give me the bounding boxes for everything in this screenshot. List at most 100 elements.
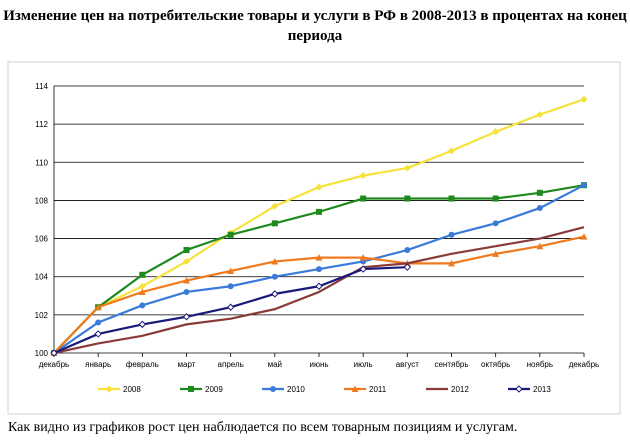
data-point [316,208,322,215]
data-point [492,128,500,136]
data-point [404,195,411,202]
y-tick-label: 108 [35,196,49,205]
data-point [448,195,455,202]
data-point [271,220,278,227]
data-point [227,283,234,290]
data-point [271,273,278,280]
x-tick-label: декабрь [569,360,599,369]
legend-label: 2009 [205,385,223,394]
data-point [95,319,102,326]
data-point [580,233,588,240]
data-point [316,266,322,273]
data-point [271,257,279,265]
x-tick-label: январь [85,360,111,369]
x-tick-label: август [396,360,420,369]
x-tick-label: апрель [218,360,244,369]
data-point [138,282,146,290]
data-point [581,182,587,189]
x-tick-label: май [268,360,282,369]
legend-item: 2013 [508,385,551,394]
data-point [359,254,367,261]
data-point [351,385,359,392]
chart-frame [7,61,621,415]
data-point [315,282,323,290]
legend-item: 2012 [426,385,469,394]
data-point [448,259,455,267]
data-point [536,242,544,250]
legend-item: 2010 [262,385,305,394]
data-point [138,288,146,295]
data-point [404,247,411,254]
data-point [448,231,455,238]
y-tick-label: 112 [35,120,48,129]
data-point [94,330,102,338]
data-point [183,277,190,284]
x-tick-label: сентябрь [434,360,468,369]
legend-label: 2010 [287,385,305,394]
legend-label: 2013 [533,385,551,394]
series-line [53,226,585,355]
legend-label: 2008 [123,385,141,394]
legend: 2008 2009 2010 2011 2012 2013 [98,385,551,394]
data-point [105,385,113,393]
data-point [448,147,455,155]
x-tick-label: июль [354,360,373,369]
data-point [227,231,234,238]
data-point [492,220,499,227]
data-point [315,183,323,191]
data-point [492,250,500,257]
data-point [271,202,279,210]
y-tick-label: 110 [35,158,48,167]
data-point [360,195,367,202]
data-point [183,257,190,265]
legend-item: 2011 [344,385,387,394]
series-2013 [50,263,412,357]
caption-text: Как видно из графиков рост цен наблюдает… [8,420,518,435]
data-point [188,386,194,392]
data-point [138,320,147,329]
x-tick-label: февраль [126,360,159,369]
legend-label: 2012 [451,385,469,394]
data-point [94,303,102,311]
x-tick-label: октябрь [481,360,510,369]
axes: 100 102 104 106 108 110 112 114 декабрь январь фев… [35,82,600,369]
series-line [53,235,585,354]
data-point [536,111,544,119]
data-point [139,302,146,309]
y-tick-label: 102 [35,311,49,320]
data-point [403,164,411,172]
data-point [536,189,543,196]
x-tick-label: июнь [309,360,328,369]
data-point [50,349,58,357]
data-point [359,265,367,273]
data-point [183,288,190,295]
page-title: Изменение цен на потребительские товары … [3,8,627,44]
data-point [492,195,499,202]
data-point [271,290,279,298]
data-point [182,313,191,321]
y-tick-label: 106 [35,235,49,244]
data-point [227,267,235,274]
y-tick-label: 100 [35,349,49,358]
data-point [226,303,235,311]
data-point [536,205,543,212]
series-2008 [50,95,588,357]
data-point [315,254,323,261]
y-tick-label: 104 [35,273,49,282]
legend-item: 2008 [98,385,141,394]
data-point [183,247,190,254]
series-layer [50,95,588,357]
data-point [515,385,523,393]
data-point [270,386,276,392]
legend-label: 2011 [369,385,387,394]
data-point [139,271,146,278]
x-tick-label: март [178,360,196,369]
x-tick-label: ноябрь [527,360,553,369]
x-tick-label: декабрь [39,360,69,369]
series-2010 [51,182,587,356]
y-tick-label: 114 [35,82,48,91]
data-point [403,263,412,271]
series-2012 [53,226,585,355]
data-point [359,172,367,180]
